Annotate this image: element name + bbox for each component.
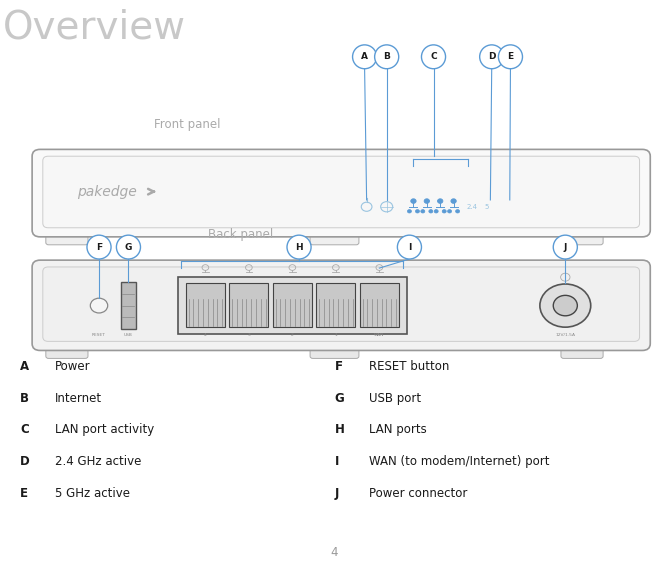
Text: WAN: WAN [374, 333, 385, 337]
Text: E: E [507, 52, 514, 61]
Text: RESET: RESET [92, 333, 106, 337]
FancyBboxPatch shape [561, 227, 603, 245]
Text: C: C [20, 424, 29, 436]
Circle shape [407, 210, 411, 213]
Text: Front panel: Front panel [154, 118, 221, 131]
Ellipse shape [397, 235, 421, 259]
Text: 4: 4 [204, 333, 207, 337]
FancyBboxPatch shape [32, 149, 650, 237]
Text: 5: 5 [485, 204, 489, 210]
Text: Power: Power [55, 360, 90, 373]
FancyBboxPatch shape [43, 267, 640, 341]
Text: 12V/1.5A: 12V/1.5A [555, 333, 575, 337]
Text: Internet: Internet [55, 392, 102, 404]
Text: USB port: USB port [369, 392, 421, 404]
Text: I: I [334, 456, 339, 468]
Text: 1: 1 [334, 333, 337, 337]
Text: D: D [20, 456, 30, 468]
FancyBboxPatch shape [310, 227, 359, 245]
Text: B: B [20, 392, 29, 404]
Circle shape [434, 210, 438, 213]
Text: Overview: Overview [3, 9, 187, 47]
Bar [273, 283, 312, 327]
Circle shape [456, 210, 460, 213]
Bar [178, 277, 407, 334]
Ellipse shape [87, 235, 111, 259]
Text: 3: 3 [248, 333, 250, 337]
Text: F: F [334, 360, 343, 373]
FancyBboxPatch shape [43, 156, 640, 228]
Ellipse shape [375, 45, 399, 69]
Circle shape [90, 298, 108, 313]
Bar [121, 282, 136, 329]
Text: A: A [361, 52, 368, 61]
Text: 2.4 GHz active: 2.4 GHz active [55, 456, 141, 468]
Ellipse shape [116, 235, 140, 259]
Circle shape [424, 199, 429, 203]
Text: LAN ports: LAN ports [369, 424, 427, 436]
Text: 2.4: 2.4 [467, 204, 478, 210]
Circle shape [438, 199, 443, 203]
Text: 4: 4 [330, 546, 339, 559]
Circle shape [448, 210, 452, 213]
FancyBboxPatch shape [561, 340, 603, 358]
Text: D: D [488, 52, 496, 61]
FancyBboxPatch shape [45, 340, 88, 358]
Ellipse shape [553, 235, 577, 259]
Ellipse shape [353, 45, 377, 69]
Text: H: H [334, 424, 345, 436]
Text: H: H [295, 243, 303, 252]
Text: pakedge: pakedge [77, 185, 136, 199]
Circle shape [429, 210, 433, 213]
FancyBboxPatch shape [310, 340, 359, 358]
Text: J: J [334, 487, 339, 500]
Text: I: I [407, 243, 411, 252]
Text: LAN port activity: LAN port activity [55, 424, 154, 436]
Text: F: F [96, 243, 102, 252]
Ellipse shape [480, 45, 504, 69]
Text: C: C [430, 52, 437, 61]
Ellipse shape [421, 45, 446, 69]
Text: 5 GHz active: 5 GHz active [55, 487, 130, 500]
Circle shape [553, 295, 577, 316]
Text: B: B [383, 52, 390, 61]
Text: G: G [124, 243, 132, 252]
Circle shape [421, 210, 425, 213]
Circle shape [411, 199, 416, 203]
Ellipse shape [498, 45, 522, 69]
Text: USB: USB [124, 333, 133, 337]
Text: RESET button: RESET button [369, 360, 450, 373]
Bar [360, 283, 399, 327]
Bar [186, 283, 225, 327]
FancyBboxPatch shape [45, 227, 88, 245]
Circle shape [415, 210, 419, 213]
FancyBboxPatch shape [32, 260, 650, 350]
Bar [229, 283, 268, 327]
Text: Power connector: Power connector [369, 487, 468, 500]
Text: J: J [563, 243, 567, 252]
Circle shape [540, 284, 591, 327]
Circle shape [451, 199, 456, 203]
Bar [316, 283, 355, 327]
Ellipse shape [287, 235, 311, 259]
Text: 2: 2 [291, 333, 294, 337]
Text: A: A [20, 360, 29, 373]
Text: E: E [20, 487, 28, 500]
Text: G: G [334, 392, 345, 404]
Text: Back panel: Back panel [208, 228, 274, 241]
Text: WAN (to modem/Internet) port: WAN (to modem/Internet) port [369, 456, 550, 468]
Circle shape [442, 210, 446, 213]
